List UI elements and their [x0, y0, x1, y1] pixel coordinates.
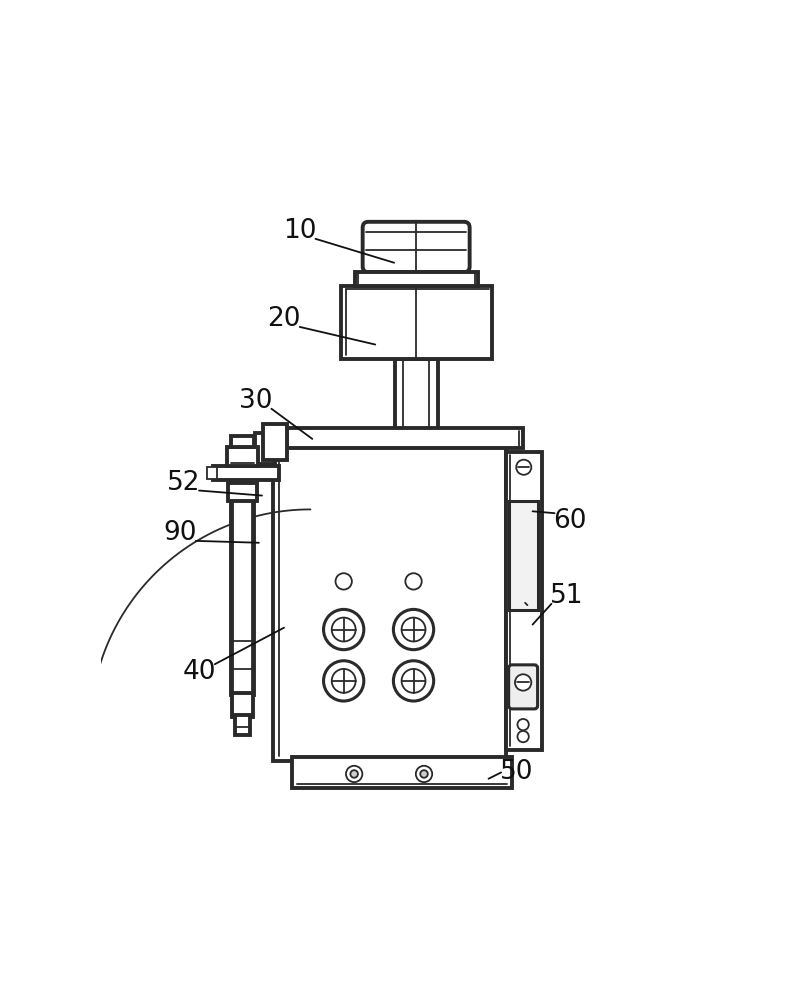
Circle shape — [516, 460, 530, 475]
Bar — [228, 483, 256, 501]
Bar — [272, 440, 505, 761]
Circle shape — [332, 618, 355, 641]
Circle shape — [514, 674, 530, 691]
Circle shape — [393, 609, 433, 650]
FancyBboxPatch shape — [363, 222, 469, 272]
Bar — [341, 286, 491, 359]
Text: 10: 10 — [282, 218, 316, 244]
Bar — [263, 424, 287, 460]
Circle shape — [323, 661, 363, 701]
Bar — [394, 359, 437, 431]
Bar — [508, 501, 537, 610]
Text: 20: 20 — [267, 306, 300, 332]
Bar — [255, 433, 275, 464]
Text: 40: 40 — [182, 659, 216, 685]
Text: 51: 51 — [550, 583, 583, 609]
Bar — [354, 272, 477, 286]
Circle shape — [332, 669, 355, 693]
Circle shape — [393, 661, 433, 701]
Circle shape — [517, 719, 528, 730]
Bar — [212, 466, 279, 480]
Text: 50: 50 — [500, 759, 533, 785]
Bar — [505, 452, 542, 750]
Bar — [234, 715, 250, 735]
Circle shape — [350, 770, 358, 778]
Circle shape — [420, 770, 427, 778]
Bar — [206, 467, 217, 479]
Circle shape — [345, 766, 362, 782]
Circle shape — [517, 731, 528, 742]
Bar — [232, 693, 252, 717]
Text: 90: 90 — [163, 520, 197, 546]
Bar — [291, 757, 511, 788]
Text: 30: 30 — [238, 388, 272, 414]
Circle shape — [401, 669, 425, 693]
Circle shape — [323, 609, 363, 650]
Text: 60: 60 — [553, 508, 586, 534]
Bar — [230, 436, 254, 447]
FancyBboxPatch shape — [508, 665, 537, 709]
Bar — [284, 428, 522, 448]
Circle shape — [405, 573, 421, 590]
Bar — [230, 483, 254, 695]
Text: 52: 52 — [166, 470, 200, 496]
Bar — [227, 447, 257, 466]
Circle shape — [401, 618, 425, 641]
Circle shape — [335, 573, 351, 590]
Circle shape — [415, 766, 431, 782]
